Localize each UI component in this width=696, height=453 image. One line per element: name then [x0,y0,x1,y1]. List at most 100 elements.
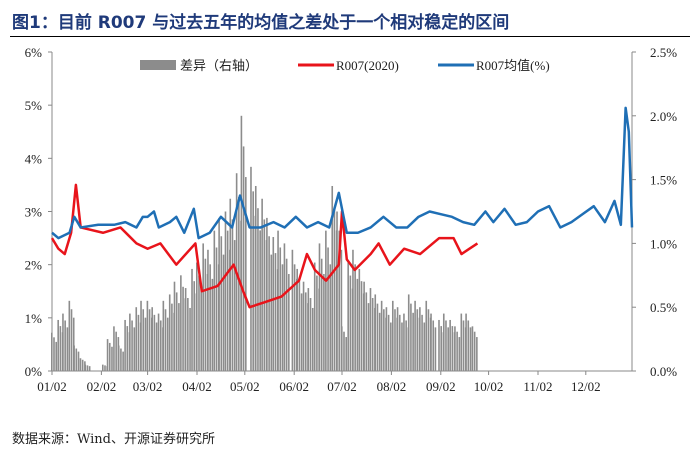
diff-bar [396,307,399,371]
diff-bar [157,313,160,371]
r007-mean-line [51,106,634,240]
diff-bar [340,249,343,371]
diff-bar [261,198,263,371]
diff-bar [142,309,145,371]
diff-bar [363,281,365,371]
diff-bar [407,294,410,371]
diff-bar [288,274,290,371]
diff-bar [101,364,104,371]
diff-bar [238,196,240,371]
diff-bar [349,275,352,371]
diff-bar [66,327,69,371]
diff-bar [352,249,354,371]
diff-bar [458,337,461,371]
diff-bar [266,217,268,371]
diff-bar [451,326,454,371]
diff-bar [153,314,156,371]
diff-bar [365,292,368,371]
x-tick-label: 04/02 [182,379,212,394]
diff-bar [209,264,211,371]
diff-bar [171,303,173,371]
title-rule [10,36,690,37]
diff-bar [191,268,193,371]
diff-bar [320,258,323,371]
diff-bar [309,298,312,371]
diff-bar [376,303,379,371]
diff-bar [367,303,370,371]
diff-bar [73,345,75,371]
diff-bar [412,312,414,371]
diff-bar [240,115,243,371]
diff-bar [374,294,377,371]
diff-bar [419,307,421,371]
diff-bar [162,300,165,371]
diff-bar [430,313,432,371]
diff-bar [296,268,298,371]
diff-bar [111,346,113,371]
x-tick-label: 06/02 [279,379,309,394]
diff-bar [257,208,259,371]
diff-bar [336,211,338,371]
left-tick-label: 1% [25,311,43,326]
diff-bar [358,268,361,371]
diff-bar [380,300,383,371]
diff-bar [354,264,356,371]
diff-bar [343,331,345,371]
diff-bar [88,366,91,371]
diff-bar [233,240,236,371]
diff-bar [140,300,142,371]
diff-bar [198,275,200,371]
diff-bar [465,313,467,371]
diff-bar [108,342,111,371]
diff-bar [327,247,329,371]
diff-bar [204,258,207,371]
diff-bar [146,300,149,371]
diff-bar [440,326,442,371]
diff-bar [159,320,162,371]
diff-bar [64,320,66,371]
legend-label-mean: R007均值(%) [476,58,550,73]
diff-bar [117,345,120,371]
diff-bar [79,358,82,371]
diff-bar [456,331,458,371]
diff-bar [410,303,412,371]
x-tick-label: 09/02 [426,379,456,394]
diff-bar [81,359,84,371]
diff-bar [293,264,296,371]
diff-bar [329,264,332,371]
left-tick-label: 5% [25,98,43,113]
diff-bar [59,326,62,371]
diff-bar [274,253,277,371]
diff-bar [144,317,147,371]
x-tick-label: 10/02 [474,379,504,394]
diff-bar [218,217,220,371]
diff-bar [416,309,419,371]
diff-bar [279,247,282,371]
r007-2020-line [50,183,479,309]
source-note: 数据来源：Wind、开源证券研究所 [12,432,215,447]
diff-bar [168,294,171,371]
diff-bar [434,327,437,371]
diff-bar [414,300,416,371]
x-tick-label: 01/02 [37,379,67,394]
diff-bar [226,230,229,371]
diff-bar [200,288,202,371]
diff-bar [316,275,318,371]
diff-bar [182,286,184,371]
diff-bar [438,319,440,371]
diff-bar [313,262,316,371]
diff-bar [180,275,182,371]
diff-bar [184,288,187,371]
diff-bar [323,274,325,371]
diff-bar [454,326,456,371]
diff-bar [469,327,472,371]
diff-bar [254,185,257,371]
diff-bar [55,341,57,371]
diff-bar [304,292,307,371]
diff-bar [449,319,451,371]
diff-bar [427,309,430,371]
diff-bar [84,364,87,371]
diff-bar [259,230,261,371]
diff-bar [272,237,275,371]
diff-bar [281,264,284,371]
